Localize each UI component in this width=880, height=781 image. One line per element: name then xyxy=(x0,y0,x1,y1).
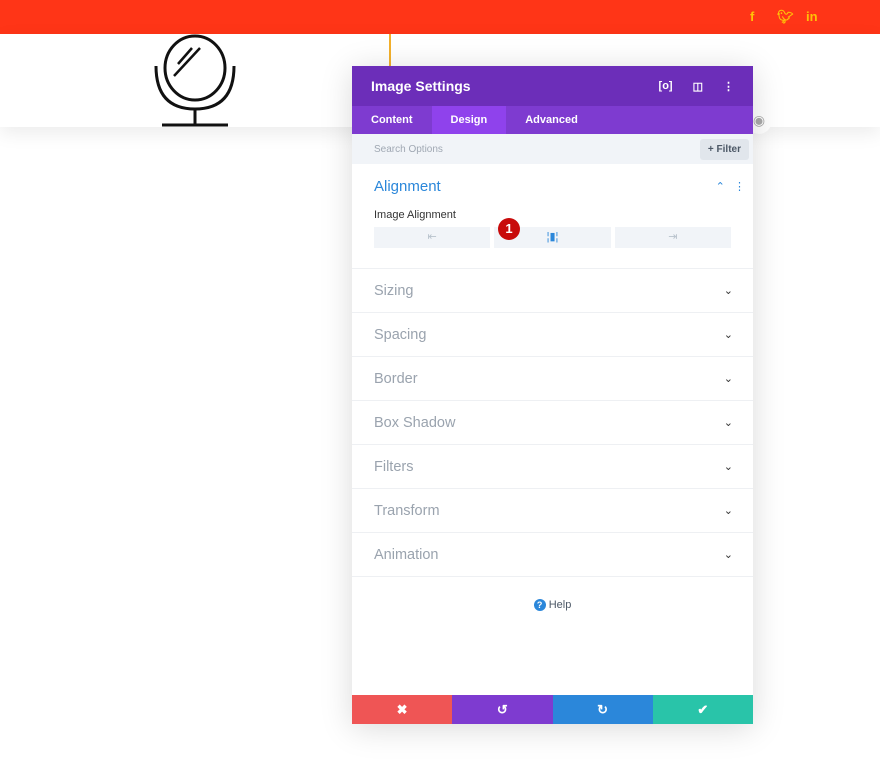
more-options-icon[interactable]: ⋮ xyxy=(734,181,745,193)
section-label: Animation xyxy=(374,546,439,563)
image-settings-panel: Image Settings [o] ◫ ⋮ Content Design Ad… xyxy=(352,66,753,724)
section-transform[interactable]: Transform ⌄ xyxy=(352,489,753,533)
save-button[interactable]: ✔ xyxy=(652,695,753,724)
more-options-icon[interactable]: ⋮ xyxy=(723,80,734,93)
chevron-down-icon: ⌄ xyxy=(723,505,733,517)
panel-title: Image Settings xyxy=(371,78,471,94)
image-alignment-label: Image Alignment xyxy=(374,209,456,221)
panel-footer: ✖ ↺ ↻ ✔ xyxy=(352,695,753,724)
sidebar-layout-icon[interactable]: ◫ xyxy=(692,80,703,93)
chevron-up-icon[interactable]: ⌃ xyxy=(715,181,725,193)
twitter-icon[interactable]: 🐦︎ xyxy=(777,9,794,24)
section-border[interactable]: Border ⌄ xyxy=(352,357,753,401)
help-link[interactable]: ? Help xyxy=(352,599,753,611)
linkedin-icon[interactable]: in xyxy=(806,9,818,24)
section-box-shadow[interactable]: Box Shadow ⌄ xyxy=(352,401,753,445)
section-label: Box Shadow xyxy=(374,414,456,431)
chevron-down-icon: ⌄ xyxy=(723,329,733,341)
chevron-down-icon: ⌄ xyxy=(723,461,733,473)
help-icon: ? xyxy=(533,599,546,611)
tab-advanced[interactable]: Advanced xyxy=(525,114,578,126)
tab-content[interactable]: Content xyxy=(371,114,413,126)
search-bar: Search Options + Filter xyxy=(352,134,753,164)
section-label: Spacing xyxy=(374,326,427,343)
align-center-button[interactable]: ¦▮¦ xyxy=(494,227,611,248)
alignment-section: Alignment ⌃ ⋮ Image Alignment ⇤ ¦▮¦ ⇥ 1 xyxy=(352,164,753,269)
expand-icon[interactable]: [o] xyxy=(658,80,673,92)
alignment-title[interactable]: Alignment xyxy=(374,178,441,195)
align-left-button[interactable]: ⇤ xyxy=(374,227,491,248)
step-badge: 1 xyxy=(498,218,520,240)
mirror-logo-icon xyxy=(154,34,236,127)
divider-line xyxy=(389,34,391,66)
chevron-down-icon: ⌄ xyxy=(723,417,733,429)
section-animation[interactable]: Animation ⌄ xyxy=(352,533,753,577)
filter-button[interactable]: + Filter xyxy=(699,138,749,160)
chevron-down-icon: ⌄ xyxy=(723,373,733,385)
chevron-down-icon: ⌄ xyxy=(723,285,733,297)
tab-bar: Content Design Advanced xyxy=(352,106,753,134)
facebook-icon[interactable]: f xyxy=(750,9,755,24)
section-sizing[interactable]: Sizing ⌄ xyxy=(352,269,753,313)
top-bar: f 🐦︎ in xyxy=(0,0,880,34)
redo-button[interactable]: ↻ xyxy=(552,695,653,724)
section-controls[interactable]: ⌃ ⋮ xyxy=(716,180,745,193)
section-filters[interactable]: Filters ⌄ xyxy=(352,445,753,489)
chevron-down-icon: ⌄ xyxy=(723,549,733,561)
section-label: Sizing xyxy=(374,282,414,299)
panel-header: Image Settings [o] ◫ ⋮ xyxy=(352,66,753,106)
tab-design[interactable]: Design xyxy=(431,106,507,134)
undo-button[interactable]: ↺ xyxy=(452,695,553,724)
search-input[interactable]: Search Options xyxy=(374,143,443,155)
section-spacing[interactable]: Spacing ⌄ xyxy=(352,313,753,357)
section-label: Border xyxy=(374,370,418,387)
section-label: Filters xyxy=(374,458,414,475)
alignment-options: ⇤ ¦▮¦ ⇥ 1 xyxy=(374,218,731,248)
section-label: Transform xyxy=(374,502,440,519)
help-label: Help xyxy=(548,599,572,611)
cancel-button[interactable]: ✖ xyxy=(352,695,453,724)
align-right-button[interactable]: ⇥ xyxy=(614,227,731,248)
